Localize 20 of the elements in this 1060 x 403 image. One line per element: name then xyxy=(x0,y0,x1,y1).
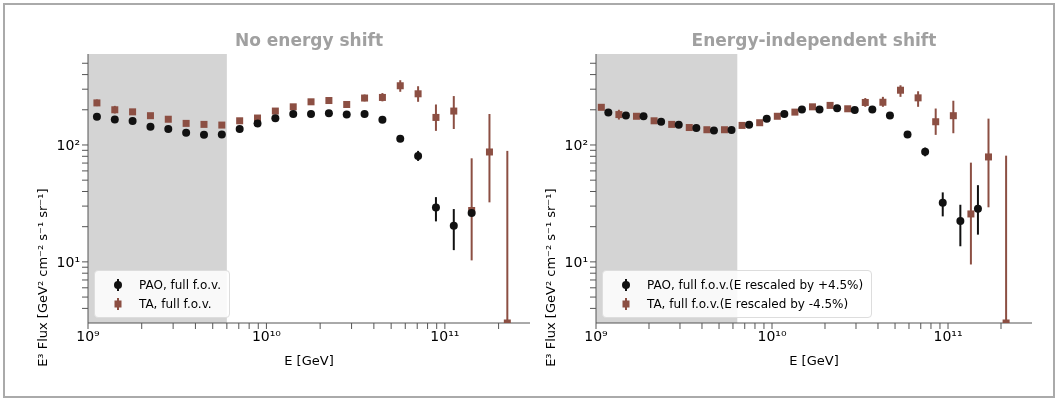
y-axis-title: E³ Flux [GeV² cm⁻² s⁻¹ sr⁻¹] xyxy=(34,188,50,367)
chart-title: No energy shift xyxy=(233,30,385,50)
y-tick-label: 10² xyxy=(56,136,80,153)
legend-label: PAO, full f.o.v. xyxy=(139,277,221,292)
legend-label: PAO, full f.o.v.(E rescaled by +4.5%) xyxy=(647,277,864,292)
y-tick-label: 10² xyxy=(564,136,588,153)
x-tick-label: 10¹⁰ xyxy=(757,327,787,344)
x-tick-label: 10¹⁰ xyxy=(251,327,282,344)
x-tick-label: 10¹¹ xyxy=(933,327,963,344)
y-tick-label: 10¹ xyxy=(564,253,588,270)
legend-label: TA, full f.o.v. xyxy=(139,296,212,311)
x-tick-label: 10⁹ xyxy=(76,327,101,344)
y-tick-label: 10¹ xyxy=(56,253,80,270)
y-axis-title: E³ Flux [GeV² cm⁻² s⁻¹ sr⁻¹] xyxy=(542,188,558,367)
x-tick-label: 10⁹ xyxy=(584,327,609,344)
chart-title: Energy-independent shift xyxy=(690,30,938,50)
x-tick-label: 10¹¹ xyxy=(430,327,460,344)
legend-label: TA, full f.o.v.(E rescaled by -4.5%) xyxy=(647,296,849,311)
x-axis-title: E [GeV] xyxy=(284,353,334,368)
x-axis-title: E [GeV] xyxy=(789,353,839,368)
